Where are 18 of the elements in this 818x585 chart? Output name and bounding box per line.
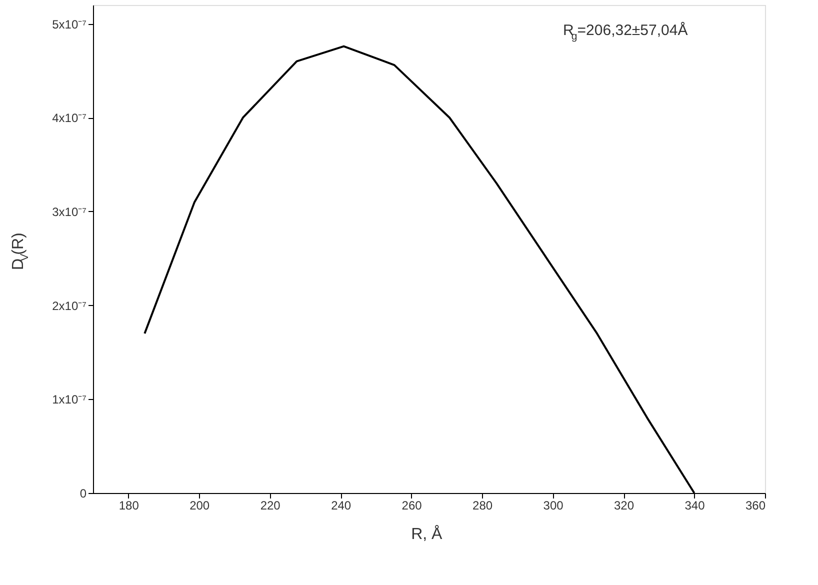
y-tick-label: 5x10⁻⁷ [52, 17, 86, 32]
y-tick-label: 1x10⁻⁷ [52, 392, 86, 407]
x-tick-label: 260 [402, 498, 422, 512]
x-tick-label: 340 [684, 498, 706, 512]
x-tick-label: 300 [543, 498, 564, 512]
x-tick-label: 360 [745, 498, 766, 512]
x-tick-label: 280 [472, 498, 493, 512]
y-tick-label: 2x10⁻⁷ [52, 298, 86, 313]
x-tick-label: 220 [260, 498, 281, 512]
x-axis-title: R, Å [411, 525, 443, 543]
y-tick-label: 3x10⁻⁷ [52, 204, 86, 219]
x-tick-label: 200 [190, 498, 210, 512]
y-axis-title: DV(R) [10, 232, 31, 270]
x-tick-label: 320 [614, 498, 634, 512]
y-tick-label: 4x10⁻⁷ [52, 111, 86, 126]
y-tick-label: 0 [80, 486, 87, 500]
x-tick-label: 240 [331, 498, 352, 512]
x-tick-label: 180 [118, 498, 140, 512]
